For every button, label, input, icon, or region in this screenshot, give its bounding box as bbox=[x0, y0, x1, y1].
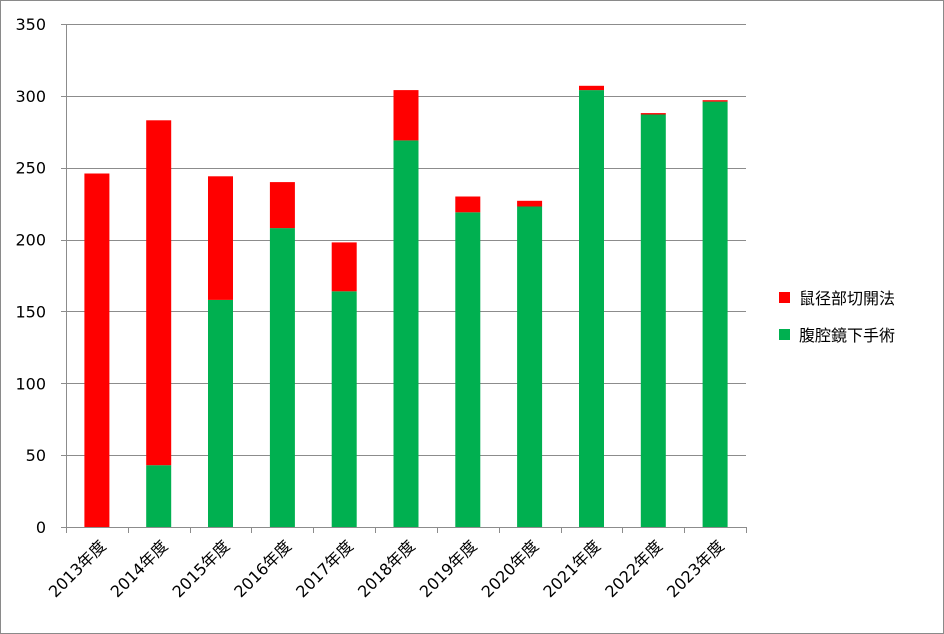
y-tick-label-100: 100 bbox=[15, 374, 46, 393]
bar-laparoscopic-2019年度 bbox=[455, 212, 481, 528]
bar-open-2014年度 bbox=[146, 120, 172, 466]
bar-laparoscopic-2018年度 bbox=[393, 140, 419, 527]
bar-laparoscopic-2021年度 bbox=[579, 90, 604, 527]
x-tick-label-2020年度: 2020年度 bbox=[478, 536, 543, 601]
bar-open-2018年度 bbox=[393, 90, 419, 141]
bar-open-2021年度 bbox=[579, 85, 604, 91]
y-tick-label-250: 250 bbox=[15, 159, 46, 178]
y-tick-label-350: 350 bbox=[15, 15, 46, 34]
bar-laparoscopic-2014年度 bbox=[146, 465, 172, 527]
bar-laparoscopic-2016年度 bbox=[269, 228, 295, 527]
x-tick-label-2015年度: 2015年度 bbox=[169, 536, 234, 601]
bar-open-2022年度 bbox=[640, 113, 666, 115]
x-tick-label-2019年度: 2019年度 bbox=[416, 536, 481, 601]
bar-open-2019年度 bbox=[455, 196, 481, 213]
x-tick-label-2013年度: 2013年度 bbox=[45, 536, 110, 601]
y-axis-ticks: 0 50 100 150 200 250 300 350 bbox=[15, 15, 46, 537]
x-tick-label-2014年度: 2014年度 bbox=[107, 536, 172, 601]
y-tick-label-200: 200 bbox=[15, 231, 46, 250]
x-tick-label-2021年度: 2021年度 bbox=[539, 536, 604, 601]
bar-open-2013年度 bbox=[84, 173, 110, 527]
y-tick-label-0: 0 bbox=[36, 518, 46, 537]
bar-open-2023年度 bbox=[702, 100, 728, 102]
bar-open-2017年度 bbox=[331, 242, 357, 292]
bars bbox=[84, 85, 728, 528]
axes bbox=[61, 24, 747, 533]
x-tick-label-2023年度: 2023年度 bbox=[663, 536, 728, 601]
bar-laparoscopic-2015年度 bbox=[208, 299, 233, 527]
bar-open-2015年度 bbox=[208, 176, 233, 300]
x-tick-label-2022年度: 2022年度 bbox=[601, 536, 666, 601]
bar-laparoscopic-2022年度 bbox=[640, 114, 666, 527]
legend-swatch-1 bbox=[779, 329, 790, 340]
bar-laparoscopic-2017年度 bbox=[331, 291, 357, 527]
bar-laparoscopic-2023年度 bbox=[702, 101, 728, 527]
bar-open-2020年度 bbox=[517, 200, 543, 207]
y-tick-label-300: 300 bbox=[15, 87, 46, 106]
x-tick-label-2016年度: 2016年度 bbox=[230, 536, 295, 601]
legend-label-1: 腹腔鏡下手術 bbox=[799, 326, 895, 345]
bar-open-2016年度 bbox=[269, 182, 295, 229]
y-tick-label-50: 50 bbox=[26, 446, 46, 465]
legend-label-0: 鼠径部切開法 bbox=[799, 289, 895, 308]
x-axis-ticks: 2013年度2014年度2015年度2016年度2017年度2018年度2019… bbox=[45, 536, 728, 601]
legend-swatch-0 bbox=[779, 292, 790, 303]
bar-laparoscopic-2020年度 bbox=[517, 206, 543, 527]
x-tick-label-2018年度: 2018年度 bbox=[354, 536, 419, 601]
x-tick-label-2017年度: 2017年度 bbox=[292, 536, 357, 601]
y-tick-label-150: 150 bbox=[15, 302, 46, 321]
